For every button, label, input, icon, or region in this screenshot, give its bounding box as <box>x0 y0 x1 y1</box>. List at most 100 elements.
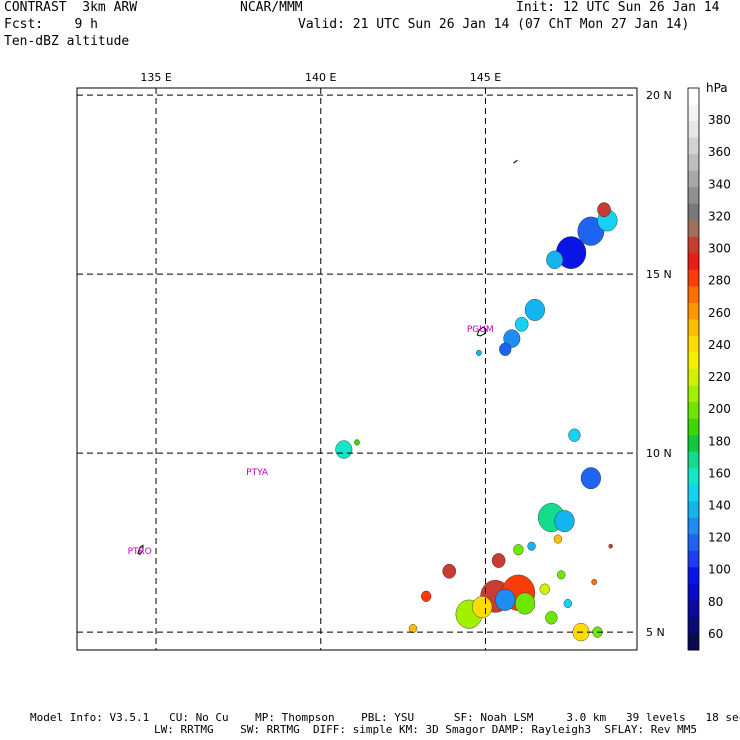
echo-cell <box>591 578 598 586</box>
colorbar-swatch <box>688 319 699 337</box>
colorbar-tick-label: 80 <box>708 595 723 609</box>
colorbar-swatch <box>688 517 699 535</box>
station-label: PTYA <box>246 468 269 478</box>
echo-cell <box>545 611 558 625</box>
echo-cell <box>421 590 432 602</box>
colorbar-tick-label: 280 <box>708 274 731 288</box>
colorbar-tick-label: 380 <box>708 113 731 127</box>
echo-cell <box>513 544 524 556</box>
colorbar-tick-label: 340 <box>708 177 731 191</box>
organization: NCAR/MMM <box>240 0 303 15</box>
colorbar-swatch <box>688 451 699 469</box>
forecast-hour: Fcst: 9 h <box>4 17 98 32</box>
colorbar-border <box>687 87 700 651</box>
echo-cell <box>442 563 457 579</box>
longitude-label: 145 E <box>470 71 501 84</box>
echo-cell <box>608 543 613 549</box>
colorbar-swatch <box>688 137 699 155</box>
colorbar-tick-label: 180 <box>708 434 731 448</box>
echo-cell <box>354 439 360 446</box>
colorbar-unit: hPa <box>706 81 728 95</box>
colorbar-tick-label: 60 <box>708 627 723 641</box>
echo-cell <box>491 553 506 568</box>
guam-coastline <box>476 326 487 337</box>
model-title: CONTRAST 3km ARW <box>4 0 138 15</box>
echo-cell <box>597 202 611 218</box>
echo-cell <box>568 428 581 442</box>
echo-cell <box>577 216 605 246</box>
echo-layer <box>335 202 618 642</box>
field-name: Ten-dBZ altitude <box>4 34 130 49</box>
graticule <box>77 88 637 650</box>
longitude-labels: 135 E 140 E 145 E <box>140 71 501 84</box>
colorbar-tick-label: 120 <box>708 531 731 545</box>
colorbar-swatch <box>688 236 699 254</box>
colorbar-swatch <box>688 550 699 568</box>
colorbar-tick-label: 320 <box>708 209 731 223</box>
colorbar-swatch <box>688 484 699 502</box>
latitude-label: 15 N <box>646 268 672 281</box>
station-label: PGUM <box>467 325 494 335</box>
echo-cell <box>476 349 482 356</box>
colorbar-tick-label: 360 <box>708 145 731 159</box>
colorbar-swatch <box>688 88 699 106</box>
echo-cell <box>499 342 512 356</box>
echo-cell <box>408 624 418 634</box>
latitude-label: 10 N <box>646 447 672 460</box>
colorbar-tick-label: 140 <box>708 498 731 512</box>
init-time: Init: 12 UTC Sun 26 Jan 14 <box>516 0 720 15</box>
echo-cell <box>514 316 529 332</box>
colorbar-tick-label: 240 <box>708 338 731 352</box>
echo-cell <box>580 467 601 490</box>
colorbar-swatch <box>688 616 699 634</box>
colorbar-swatch <box>688 352 699 370</box>
colorbar-tick-label: 200 <box>708 402 731 416</box>
echo-cell <box>553 534 563 544</box>
colorbar-tick-label: 260 <box>708 306 731 320</box>
colorbar-swatch <box>688 220 699 238</box>
palau-coastline <box>137 544 144 555</box>
colorbar-swatch <box>688 633 699 651</box>
colorbar-tick-label: 300 <box>708 242 731 256</box>
colorbar-swatch <box>688 385 699 403</box>
colorbar-tick-label: 160 <box>708 466 731 480</box>
colorbar-swatch <box>688 104 699 122</box>
echo-cell <box>335 440 353 459</box>
echo-cell <box>472 596 493 618</box>
colorbar-swatch <box>688 302 699 320</box>
echo-cell <box>557 570 566 580</box>
colorbar-swatch <box>688 154 699 172</box>
colorbar-swatch <box>688 501 699 519</box>
colorbar-swatch <box>688 468 699 486</box>
colorbar-swatch <box>688 583 699 601</box>
colorbar-swatch <box>688 269 699 287</box>
echo-cell <box>495 588 516 611</box>
valid-time: Valid: 21 UTC Sun 26 Jan 14 (07 ChT Mon … <box>298 17 690 32</box>
colorbar-swatch <box>688 435 699 453</box>
colorbar-swatch <box>688 335 699 353</box>
echo-cell <box>563 598 572 608</box>
colorbar-swatch <box>688 170 699 188</box>
colorbar-swatch <box>688 600 699 618</box>
colorbar-swatch <box>688 286 699 304</box>
longitude-label: 140 E <box>305 71 336 84</box>
coastline <box>137 159 518 555</box>
echo-cell <box>527 541 536 551</box>
echo-cell <box>546 250 564 269</box>
latitude-label: 20 N <box>646 89 672 102</box>
colorbar-swatch <box>688 121 699 139</box>
echo-cell <box>539 583 550 595</box>
colorbar-swatch <box>688 534 699 552</box>
colorbar-tick-label: 100 <box>708 563 731 577</box>
colorbar-swatch <box>688 187 699 205</box>
colorbar-labels: 380 360 340 320 300 280 260 240 220 200 180 160 140 1… <box>708 113 731 641</box>
colorbar-swatch <box>688 203 699 221</box>
echo-cell <box>524 298 545 321</box>
station-label: PTRO <box>128 547 152 557</box>
colorbar-swatch <box>688 567 699 585</box>
echo-cell <box>554 510 575 533</box>
colorbar-swatch <box>688 253 699 271</box>
colorbar-swatch <box>688 418 699 436</box>
colorbar-swatch <box>688 369 699 387</box>
map-frame <box>76 87 638 651</box>
